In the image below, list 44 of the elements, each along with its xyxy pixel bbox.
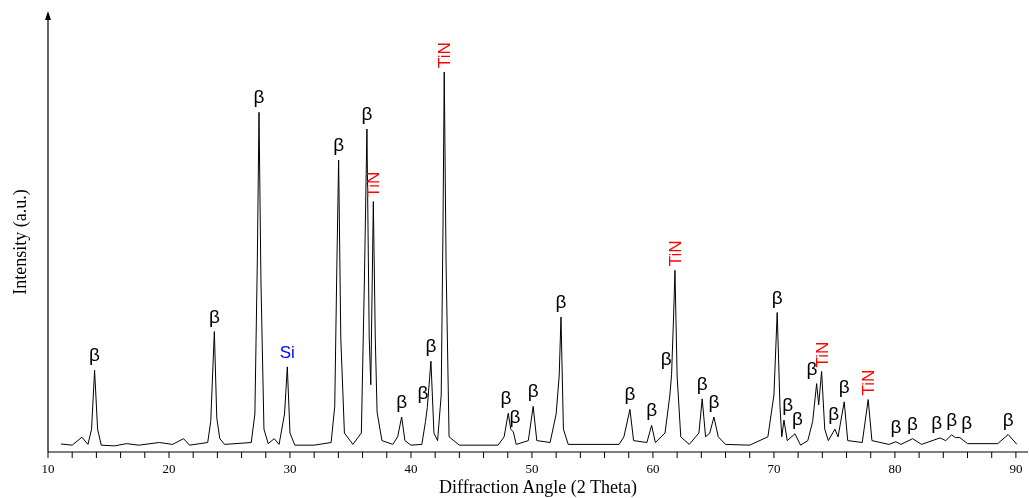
x-tick-label: 10 — [41, 461, 55, 476]
annotation: β — [792, 407, 804, 429]
annotation: β — [646, 399, 658, 421]
annotation: β — [361, 103, 373, 124]
annotation: β — [771, 286, 783, 308]
x-tick-label: 30 — [283, 461, 297, 476]
annotation: β — [333, 134, 345, 156]
annotation: β — [1002, 408, 1014, 430]
annotation: β — [828, 403, 840, 425]
annotation: TiN — [859, 369, 879, 396]
x-tick-label: 80 — [888, 461, 902, 476]
annotation: β — [208, 305, 220, 327]
x-tick-label: 70 — [767, 461, 781, 476]
x-tick-label: 20 — [162, 461, 176, 476]
x-tick-label: 50 — [525, 461, 539, 476]
annotation: β — [396, 391, 408, 413]
annotation: β — [527, 380, 539, 402]
annotation: β — [624, 383, 636, 405]
x-tick-label: 60 — [646, 461, 660, 476]
annotation: β — [782, 394, 794, 416]
annotation: β — [89, 344, 101, 366]
annotation: β — [425, 335, 437, 357]
annotation: β — [907, 412, 919, 434]
annotation: β — [890, 415, 902, 437]
annotation: β — [946, 408, 958, 430]
annotation: β — [509, 405, 521, 427]
annotation: β — [660, 348, 672, 370]
annotation: TiN — [435, 42, 455, 68]
annotation: β — [555, 291, 567, 313]
annotation: TiN — [364, 171, 384, 198]
y-axis-title: Intensity (a.u.) — [10, 189, 31, 295]
annotation: Si — [279, 342, 295, 362]
x-tick-label: 90 — [1009, 461, 1023, 476]
x-axis-title: Diffraction Angle (2 Theta) — [439, 477, 637, 498]
annotation: TiN — [665, 240, 685, 267]
annotation: β — [708, 391, 720, 413]
annotation: β — [838, 375, 850, 397]
annotation: β — [253, 86, 265, 108]
annotation: β — [696, 372, 708, 394]
x-tick-label: 40 — [404, 461, 418, 476]
annotation: β — [961, 411, 973, 433]
annotation: β — [500, 387, 512, 409]
annotation: β — [931, 411, 943, 433]
annotation: β — [417, 381, 429, 403]
